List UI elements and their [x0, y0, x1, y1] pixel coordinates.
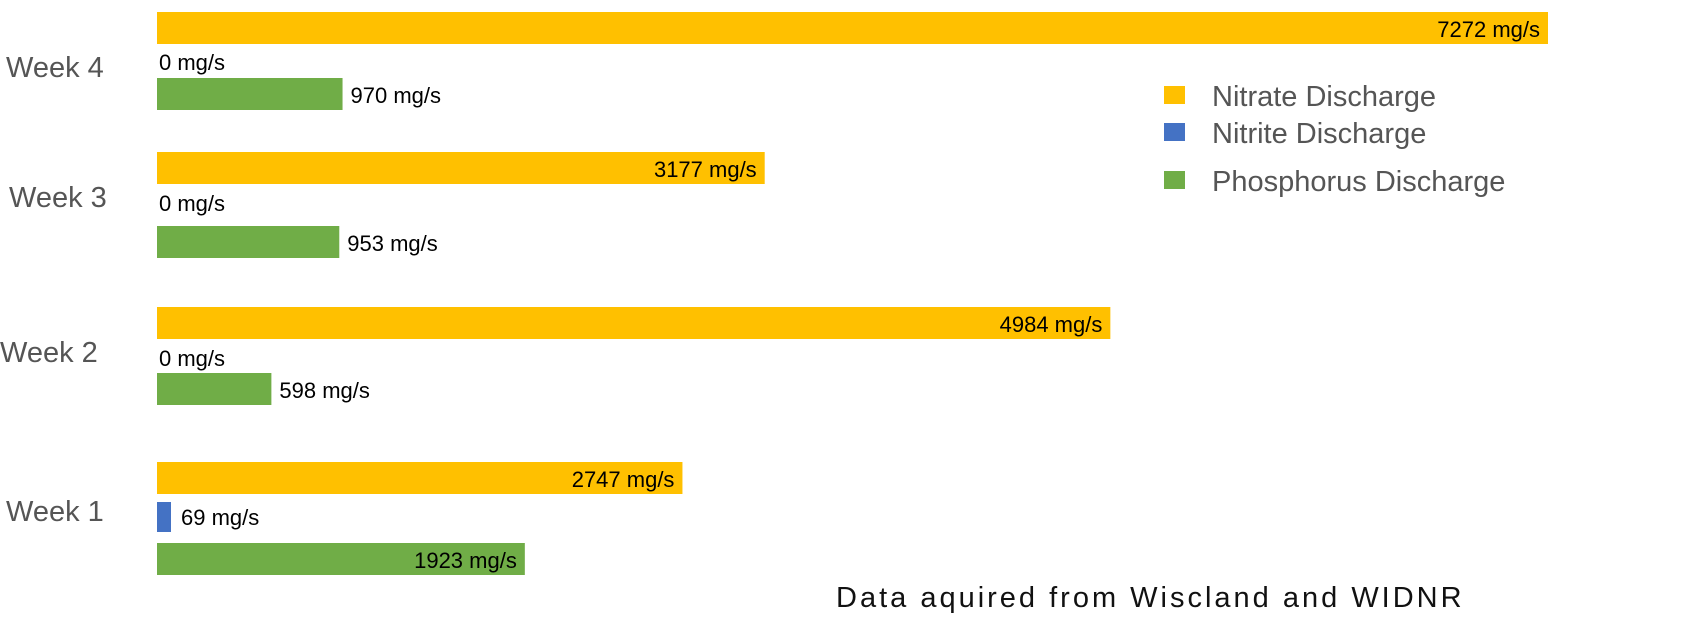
- bar-nitrate-discharge-week-2: [157, 307, 1111, 339]
- data-label-nitrite-discharge-week-1: 69 mg/s: [181, 505, 259, 530]
- category-label-week-2: Week 2: [0, 337, 98, 369]
- data-label-nitrite-discharge-week-2: 0 mg/s: [159, 346, 225, 371]
- data-label-phosphorus-discharge-week-2: 598 mg/s: [279, 378, 370, 403]
- data-label-nitrate-discharge-week-1: 2747 mg/s: [572, 467, 675, 492]
- bar-nitrate-discharge-week-1: [157, 462, 683, 494]
- legend-item-nitrate-discharge: Nitrate Discharge: [1164, 81, 1436, 113]
- legend-item-phosphorus-discharge: Phosphorus Discharge: [1164, 166, 1505, 198]
- legend-swatch-phosphorus-discharge: [1164, 171, 1185, 189]
- bar-phosphorus-discharge-week-4: [157, 78, 343, 110]
- data-label-nitrate-discharge-week-2: 4984 mg/s: [1000, 312, 1103, 337]
- legend: Nitrate Discharge Nitrite Discharge Phosph…: [1164, 81, 1505, 198]
- data-label-phosphorus-discharge-week-1: 1923 mg/s: [414, 548, 517, 573]
- category-label-week-3: Week 3: [9, 182, 107, 214]
- legend-label-nitrate-discharge: Nitrate Discharge: [1212, 81, 1436, 113]
- category-label-week-4: Week 4: [6, 52, 104, 84]
- data-label-phosphorus-discharge-week-4: 970 mg/s: [351, 83, 442, 108]
- legend-label-phosphorus-discharge: Phosphorus Discharge: [1212, 166, 1505, 198]
- legend-swatch-nitrate-discharge: [1164, 86, 1185, 104]
- bar-phosphorus-discharge-week-2: [157, 373, 272, 405]
- bar-phosphorus-discharge-week-1: [157, 543, 525, 575]
- bar-nitrite-discharge-week-1: [157, 502, 171, 532]
- data-label-phosphorus-discharge-week-3: 953 mg/s: [347, 231, 438, 256]
- data-label-nitrite-discharge-week-4: 0 mg/s: [159, 50, 225, 75]
- bars: [157, 12, 1548, 575]
- category-label-week-1: Week 1: [6, 496, 104, 528]
- legend-swatch-nitrite-discharge: [1164, 123, 1185, 141]
- bar-phosphorus-discharge-week-3: [157, 226, 340, 258]
- legend-item-nitrite-discharge: Nitrite Discharge: [1164, 118, 1426, 150]
- labels: Week 1 2747 mg/s 69 mg/s 1923 mg/s Week 2 498…: [0, 17, 1540, 573]
- data-label-nitrite-discharge-week-3: 0 mg/s: [159, 191, 225, 216]
- data-label-nitrate-discharge-week-4: 7272 mg/s: [1437, 17, 1540, 42]
- bar-nitrate-discharge-week-4: [157, 12, 1548, 44]
- legend-label-nitrite-discharge: Nitrite Discharge: [1212, 118, 1426, 150]
- source-note: Data aquired from Wiscland and WIDNR: [836, 582, 1465, 614]
- data-label-nitrate-discharge-week-3: 3177 mg/s: [654, 157, 757, 182]
- bar-nitrate-discharge-week-3: [157, 152, 765, 184]
